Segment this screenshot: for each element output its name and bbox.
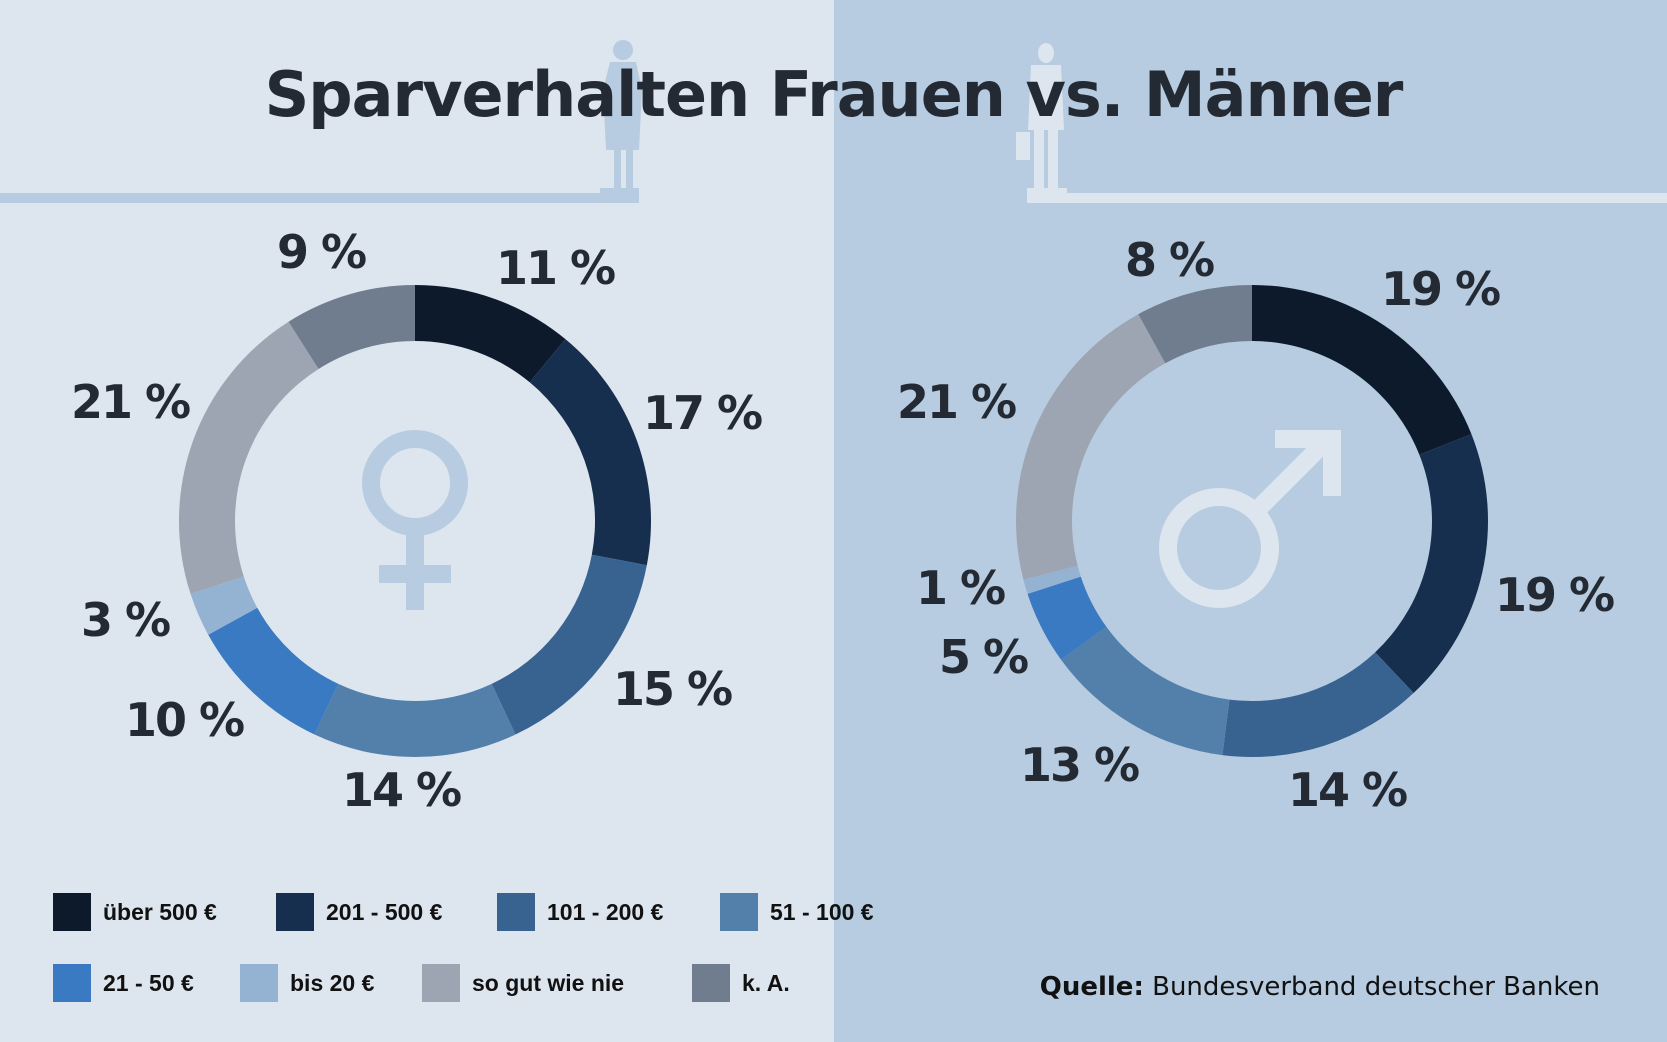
donut-segment bbox=[1222, 652, 1414, 757]
donut-chart-women: 11 % 17 % 15 % 14 % 10 % 3 % 21 % 9 % bbox=[71, 225, 764, 817]
legend-swatch bbox=[692, 964, 730, 1002]
data-label: 19 % bbox=[1381, 262, 1500, 316]
data-label: 13 % bbox=[1020, 738, 1139, 792]
data-label: 21 % bbox=[71, 375, 190, 429]
donut-segment bbox=[1375, 434, 1488, 694]
legend-item: 51 - 100 € bbox=[720, 893, 874, 931]
donut-segment bbox=[1061, 626, 1230, 756]
donut-segment bbox=[178, 321, 319, 594]
legend-label: 51 - 100 € bbox=[770, 898, 874, 925]
data-label: 21 % bbox=[897, 375, 1016, 429]
legend-swatch bbox=[720, 893, 758, 931]
donut-segment bbox=[1023, 565, 1081, 594]
data-label: 8 % bbox=[1125, 233, 1214, 287]
donut-segment bbox=[1252, 285, 1472, 455]
data-label: 5 % bbox=[939, 630, 1028, 684]
legend-label: bis 20 € bbox=[290, 969, 375, 996]
source-note: Quelle: Bundesverband deutscher Banken bbox=[1040, 972, 1600, 1002]
donut-segment bbox=[1027, 576, 1107, 660]
men-panel bbox=[834, 0, 1667, 1042]
legend-label: 101 - 200 € bbox=[547, 898, 664, 925]
divider-line-women bbox=[0, 193, 639, 203]
legend-label: so gut wie nie bbox=[472, 969, 625, 996]
donut-segment bbox=[314, 683, 516, 757]
data-label: 9 % bbox=[277, 225, 366, 279]
woman-silhouette-icon bbox=[600, 40, 642, 196]
venus-symbol-icon bbox=[362, 430, 468, 610]
donut-chart-men: 19 % 19 % 14 % 13 % 5 % 1 % 21 % 8 % bbox=[897, 233, 1616, 817]
legend-item: 21 - 50 € bbox=[53, 964, 194, 1002]
donut-segment bbox=[491, 554, 647, 735]
legend-item: k. A. bbox=[692, 964, 790, 1002]
legend-item: 201 - 500 € bbox=[276, 893, 442, 931]
donut-segment bbox=[529, 339, 651, 566]
legend-swatch bbox=[240, 964, 278, 1002]
legend-label: k. A. bbox=[742, 969, 790, 996]
donut-segment bbox=[190, 576, 258, 635]
legend-item: 101 - 200 € bbox=[497, 893, 663, 931]
donut-segment bbox=[1138, 285, 1252, 364]
legend-item: über 500 € bbox=[53, 893, 217, 931]
donut-segment bbox=[208, 607, 339, 735]
legend-swatch bbox=[276, 893, 314, 931]
legend-swatch bbox=[497, 893, 535, 931]
donut-segment bbox=[1016, 314, 1166, 580]
legend-item: bis 20 € bbox=[240, 964, 374, 1002]
data-label: 10 % bbox=[125, 693, 244, 747]
source-text: Bundesverband deutscher Banken bbox=[1152, 972, 1600, 1002]
data-label: 14 % bbox=[342, 763, 461, 817]
data-label: 15 % bbox=[613, 662, 732, 716]
data-label: 11 % bbox=[496, 241, 615, 295]
legend-swatch bbox=[53, 893, 91, 931]
data-label: 19 % bbox=[1495, 568, 1614, 622]
man-silhouette-icon bbox=[1016, 43, 1067, 196]
mars-symbol-icon bbox=[1159, 430, 1341, 608]
legend-swatch bbox=[422, 964, 460, 1002]
data-label: 1 % bbox=[916, 561, 1005, 615]
legend-label: 201 - 500 € bbox=[326, 898, 443, 925]
legend-label: über 500 € bbox=[103, 898, 217, 925]
legend-swatch bbox=[53, 964, 91, 1002]
donut-segment bbox=[288, 285, 415, 370]
data-label: 3 % bbox=[81, 593, 170, 647]
donut-segment bbox=[415, 285, 566, 383]
legend-item: so gut wie nie bbox=[422, 964, 624, 1002]
legend-label: 21 - 50 € bbox=[103, 969, 194, 996]
data-label: 14 % bbox=[1288, 763, 1407, 817]
divider-line-men bbox=[1027, 193, 1667, 203]
page-title: Sparverhalten Frauen vs. Männer bbox=[264, 58, 1404, 131]
data-label: 17 % bbox=[643, 386, 762, 440]
source-label: Quelle: bbox=[1039, 972, 1144, 1002]
